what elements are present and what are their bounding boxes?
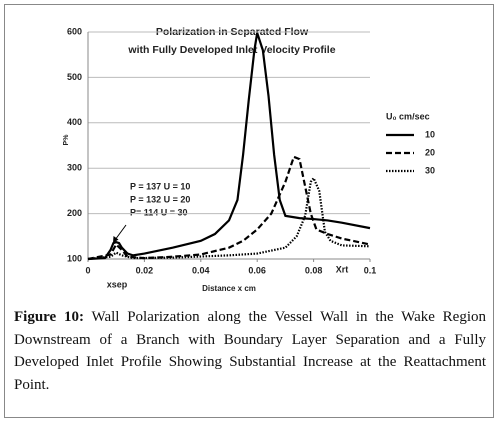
- caption: Figure 10: Wall Polarization along the V…: [14, 306, 486, 396]
- y-tick-label: 500: [67, 72, 82, 82]
- annotation: P = 132 U = 20: [130, 194, 190, 204]
- annotation: P= 114 U = 30: [130, 207, 188, 217]
- caption-label: Figure 10:: [14, 309, 84, 325]
- annotation: xsep: [107, 279, 128, 289]
- y-tick-label: 200: [67, 208, 82, 218]
- y-tick-label: 100: [67, 253, 82, 263]
- x-tick-label: 0.08: [305, 265, 323, 275]
- legend-label: 10: [425, 129, 435, 139]
- legend-label: 20: [425, 147, 435, 157]
- y-axis-label: P%: [63, 134, 70, 146]
- legend-title: U₀ cm/sec: [386, 111, 430, 121]
- caption-text: Wall Polarization along the Vessel Wall …: [14, 309, 487, 393]
- annotation: P = 137 U = 10: [130, 181, 190, 191]
- y-tick-label: 600: [67, 26, 82, 36]
- arrow: [114, 224, 127, 241]
- y-tick-label: 400: [67, 117, 82, 127]
- annotation: Xrt: [336, 264, 349, 274]
- x-tick-label: 0.06: [248, 265, 266, 275]
- figure-frame: [4, 4, 494, 418]
- chart: Polarization in Separated Flow with Full…: [63, 26, 435, 293]
- x-tick-label: 0.02: [136, 265, 154, 275]
- x-tick-label: 0.1: [364, 265, 377, 275]
- legend-label: 30: [425, 165, 435, 175]
- x-tick-label: 0: [85, 265, 90, 275]
- y-tick-label: 300: [67, 163, 82, 173]
- arrow-head: [113, 236, 119, 243]
- chart-title: with Fully Developed Inlet Velocity Prof…: [127, 44, 335, 56]
- x-tick-label: 0.04: [192, 265, 210, 275]
- series-line: [87, 155, 371, 261]
- x-axis-label: Distance x cm: [202, 284, 256, 293]
- series-line: [87, 32, 371, 261]
